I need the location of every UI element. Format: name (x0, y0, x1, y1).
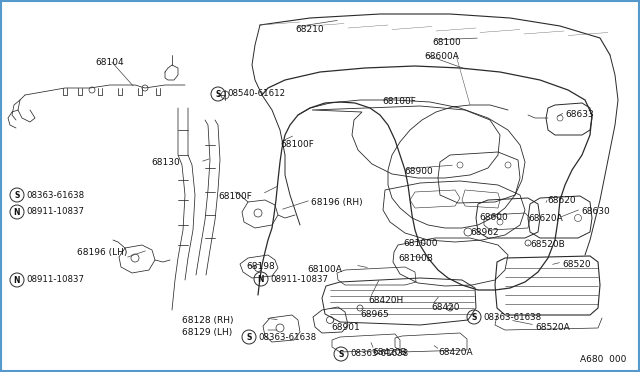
Text: 68100: 68100 (432, 38, 461, 47)
Text: 68901: 68901 (331, 323, 360, 332)
Text: 68633: 68633 (565, 110, 594, 119)
Text: 08363-61638: 08363-61638 (258, 333, 316, 341)
Text: 68420B: 68420B (372, 348, 406, 357)
Text: 68520A: 68520A (535, 323, 570, 332)
Text: S: S (215, 90, 221, 99)
Text: 68420A: 68420A (438, 348, 472, 357)
Text: 08911-10837: 08911-10837 (26, 276, 84, 285)
Text: 08911-10837: 08911-10837 (270, 275, 328, 283)
Text: 08540-61612: 08540-61612 (227, 90, 285, 99)
Text: 68100F: 68100F (280, 140, 314, 149)
Text: 68128 (RH): 68128 (RH) (182, 316, 234, 325)
Text: S: S (471, 313, 477, 322)
Text: 68196 (LH): 68196 (LH) (77, 248, 127, 257)
Text: N: N (258, 275, 264, 284)
Text: 68198: 68198 (246, 262, 275, 271)
Text: 68600A: 68600A (424, 52, 459, 61)
Text: 68104: 68104 (95, 58, 124, 67)
Text: 68600: 68600 (479, 213, 508, 222)
Text: 08363-61638: 08363-61638 (350, 350, 408, 359)
Text: 68620A: 68620A (528, 214, 563, 223)
Text: 08363-61638: 08363-61638 (483, 312, 541, 321)
Text: 08363-61638: 08363-61638 (26, 190, 84, 199)
Text: 68630: 68630 (581, 207, 610, 216)
Text: S: S (14, 191, 20, 200)
Text: N: N (13, 276, 20, 285)
Text: 68420H: 68420H (368, 296, 403, 305)
Text: A680  000: A680 000 (580, 355, 627, 364)
Text: 68100A: 68100A (307, 265, 342, 274)
Text: 68210: 68210 (295, 25, 324, 34)
Text: 681000: 681000 (403, 239, 438, 248)
Text: 68129 (LH): 68129 (LH) (182, 328, 232, 337)
Text: 68620: 68620 (547, 196, 575, 205)
Text: 68965: 68965 (360, 310, 388, 319)
Text: 68100F: 68100F (218, 192, 252, 201)
Text: 08911-10837: 08911-10837 (26, 208, 84, 217)
Text: 68100B: 68100B (398, 254, 433, 263)
Text: S: S (246, 333, 252, 342)
Text: S: S (339, 350, 344, 359)
Text: 68130: 68130 (151, 158, 180, 167)
Text: 68520B: 68520B (530, 240, 564, 249)
Text: 68900: 68900 (404, 167, 433, 176)
Text: 68520: 68520 (562, 260, 591, 269)
Text: 68420: 68420 (431, 303, 460, 312)
Text: 68196 (RH): 68196 (RH) (311, 198, 363, 207)
Text: 68962: 68962 (470, 228, 499, 237)
Text: N: N (13, 208, 20, 217)
Text: 68100F: 68100F (382, 97, 416, 106)
